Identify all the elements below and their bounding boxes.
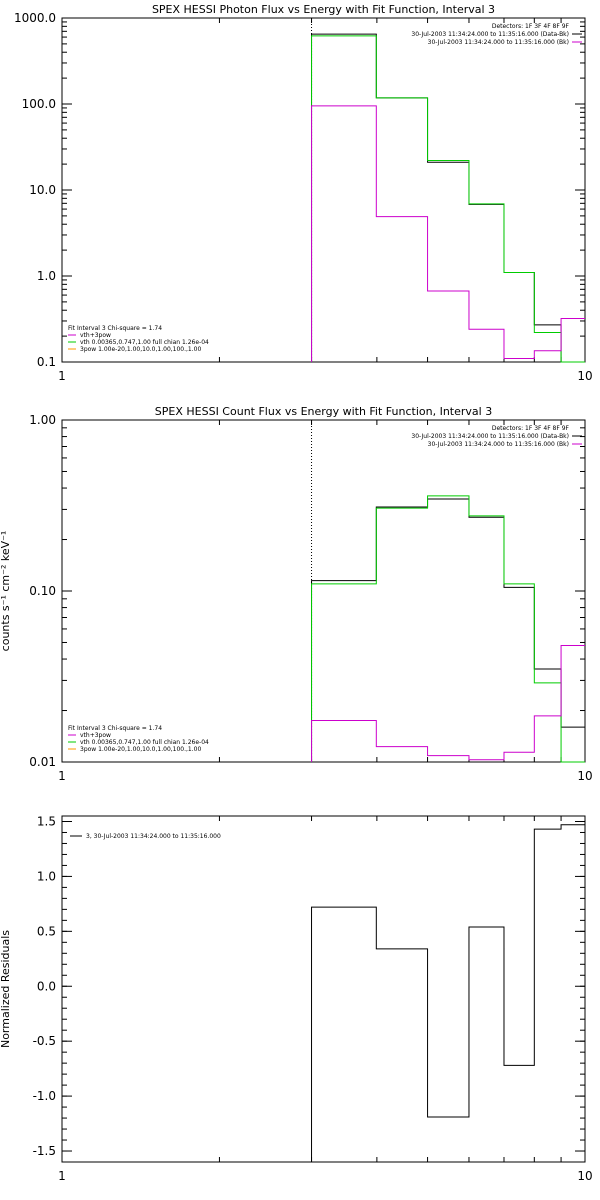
x-tick-label: 1 bbox=[58, 369, 66, 383]
header-line: 30-Jul-2003 11:34:24.000 to 11:35:16.000… bbox=[411, 433, 569, 440]
y-tick-label: 1.0 bbox=[37, 269, 56, 283]
header-line: 30-Jul-2003 11:34:24.000 to 11:35:16.000… bbox=[428, 39, 569, 46]
x-tick-label: 1 bbox=[58, 769, 66, 783]
series-3-30-jul-2003-11-34-24-000-to-11-35-16-000 bbox=[311, 824, 585, 1162]
y-tick-label: 1.5 bbox=[37, 814, 56, 828]
panel-1: SPEX HESSI Photon Flux vs Energy with Fi… bbox=[14, 3, 593, 383]
y-tick-label: 100.0 bbox=[22, 97, 56, 111]
legend-label: 3, 30-Jul-2003 11:34:24.000 to 11:35:16.… bbox=[86, 833, 221, 840]
header-line: 30-Jul-2003 11:34:24.000 to 11:35:16.000… bbox=[428, 441, 569, 448]
y-axis-label: counts s⁻¹ cm⁻² keV⁻¹ bbox=[0, 531, 12, 652]
y-tick-label: 0.1 bbox=[37, 355, 56, 369]
header-line: Detectors: 1F 3F 4F 8F 9F bbox=[492, 425, 570, 432]
legend-label: vth 0.00365,0.747,1.00 full chian 1.26e-… bbox=[80, 739, 209, 746]
plot-frame bbox=[61, 17, 586, 363]
series-curve-2 bbox=[311, 645, 585, 762]
x-tick-label: 10 bbox=[577, 769, 592, 783]
legend-label: 3pow 1.00e-20,1.00,10.0,1.00,100.,1.00 bbox=[80, 346, 201, 353]
legend-label: 3pow 1.00e-20,1.00,10.0,1.00,100.,1.00 bbox=[80, 746, 201, 753]
y-tick-label: 0.0 bbox=[37, 979, 56, 993]
panel-3: Normalized Residuals 1 10 -1.5 -1.0 -0.5 0.0 0.… bbox=[0, 814, 593, 1183]
plot-frame bbox=[61, 419, 586, 763]
legend-title: Fit Interval 3 Chi-square = 1.74 bbox=[68, 325, 162, 332]
header-line: 30-Jul-2003 11:34:24.000 to 11:35:16.000… bbox=[411, 31, 569, 38]
x-tick-label: 10 bbox=[577, 1169, 592, 1183]
x-tick-label: 10 bbox=[577, 369, 592, 383]
y-tick-label: 0.5 bbox=[37, 924, 56, 938]
legend-title: Fit Interval 3 Chi-square = 1.74 bbox=[68, 725, 162, 732]
y-tick-label: -1.5 bbox=[33, 1144, 56, 1158]
y-tick-label: 10.0 bbox=[29, 183, 56, 197]
y-axis-label: Normalized Residuals bbox=[0, 930, 12, 1048]
series-data bbox=[311, 498, 585, 762]
y-tick-label: 1.00 bbox=[29, 413, 56, 427]
y-tick-label: -1.0 bbox=[33, 1089, 56, 1103]
chart-title: SPEX HESSI Photon Flux vs Energy with Fi… bbox=[152, 3, 495, 16]
legend-label: vth+3pow bbox=[80, 732, 111, 739]
series-vth-3pow bbox=[311, 495, 585, 763]
chart-title: SPEX HESSI Count Flux vs Energy with Fit… bbox=[155, 405, 492, 418]
y-tick-label: -0.5 bbox=[33, 1034, 56, 1048]
legend-label: vth 0.00365,0.747,1.00 full chian 1.26e-… bbox=[80, 339, 209, 346]
series-curve-2 bbox=[311, 105, 585, 362]
legend-label: vth+3pow bbox=[80, 332, 111, 339]
y-tick-label: 0.10 bbox=[29, 584, 56, 598]
panel-2: SPEX HESSI Count Flux vs Energy with Fit… bbox=[0, 405, 593, 783]
y-tick-label: 1.0 bbox=[37, 869, 56, 883]
header-line: Detectors: 1F 3F 4F 8F 9F bbox=[492, 23, 570, 30]
y-tick-label: 0.01 bbox=[29, 755, 56, 769]
plot-frame bbox=[61, 815, 586, 1163]
series-data bbox=[311, 33, 585, 363]
x-tick-label: 1 bbox=[58, 1169, 66, 1183]
series-vth-3pow bbox=[311, 35, 585, 363]
y-tick-label: 1000.0 bbox=[14, 11, 56, 25]
